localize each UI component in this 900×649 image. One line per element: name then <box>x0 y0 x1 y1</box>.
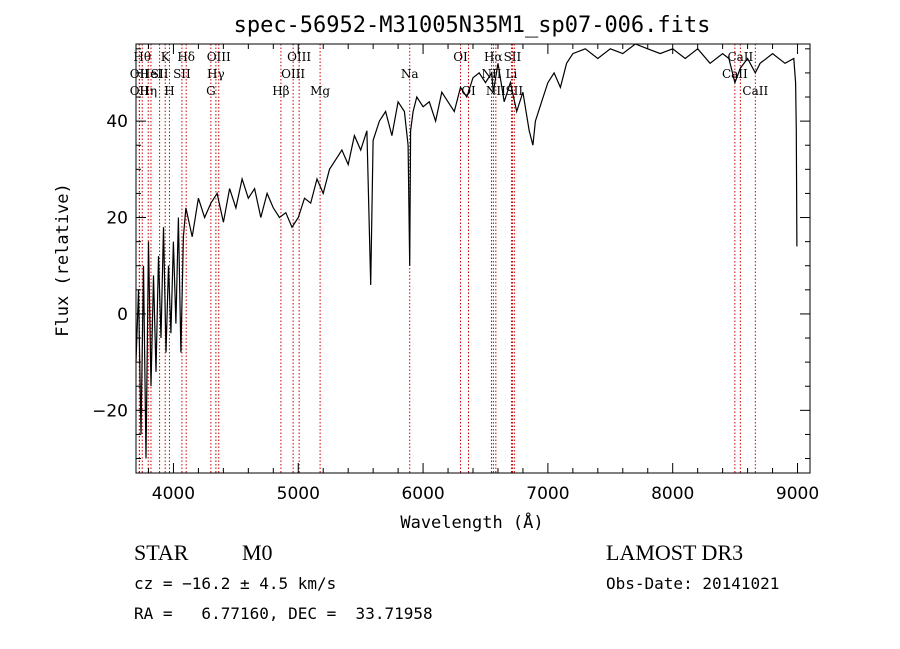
redshift-velocity: cz = −16.2 ± 4.5 km/s <box>134 574 337 593</box>
line-marker-label: K <box>161 50 171 64</box>
line-marker-label: CaII <box>722 67 748 81</box>
y-tick-label: 20 <box>106 209 128 229</box>
x-tick-label: 8000 <box>651 484 694 504</box>
plot-frame <box>135 43 811 474</box>
line-marker-label: Mg <box>310 84 330 98</box>
y-axis-ticks: −20 0 20 40 <box>92 48 810 460</box>
line-marker-label: SII <box>505 84 523 98</box>
line-marker-label: Hθ <box>133 50 151 64</box>
coordinates: RA = 6.77160, DEC = 33.71958 <box>134 604 433 623</box>
spectrum-chart: spec-56952-M31005N35M1_sp07-006.fits Hθ O… <box>53 13 819 533</box>
line-marker-label: OII <box>130 67 150 81</box>
y-axis-label: Flux (relative) <box>53 183 73 337</box>
x-axis-ticks: 4000 5000 6000 7000 8000 9000 <box>147 44 819 504</box>
x-tick-label: 9000 <box>776 484 819 504</box>
line-marker-label: OIII <box>207 50 231 64</box>
spectral-line-markers <box>138 44 756 473</box>
y-tick-label: 40 <box>106 112 128 132</box>
line-marker-label: OIII <box>281 67 305 81</box>
line-marker-label: CaII <box>742 84 768 98</box>
survey-name: LAMOST DR3 <box>606 540 744 565</box>
line-marker-label: OII <box>130 84 150 98</box>
line-marker-label: OI <box>453 50 468 64</box>
observation-date: Obs-Date: 20141021 <box>606 574 780 593</box>
line-marker-label: Hβ <box>272 84 289 98</box>
line-marker-label: H <box>164 84 174 98</box>
x-tick-label: 6000 <box>401 484 444 504</box>
line-marker-label: G <box>206 84 216 98</box>
line-marker-label: SII <box>151 67 169 81</box>
x-tick-label: 4000 <box>152 484 195 504</box>
spectral-line-labels: HθOIIOIIHηHeIKHSIIHδSIIGHγOIIIHβOIIIOIII… <box>130 50 769 98</box>
line-marker-label: HeI <box>140 67 163 81</box>
line-marker-label: Hγ <box>207 67 225 81</box>
spectrum-line <box>135 43 798 459</box>
line-marker-label: Hα <box>484 50 503 64</box>
x-axis-label: Wavelength (Å) <box>400 511 543 533</box>
line-marker-label: Hη <box>139 84 157 98</box>
line-marker-label: OIII <box>287 50 311 64</box>
line-marker-label: SII <box>173 67 191 81</box>
line-marker-label: Na <box>401 67 419 81</box>
y-tick-label: 0 <box>117 305 128 325</box>
line-marker-label: NII <box>486 84 506 98</box>
object-class: STAR <box>134 540 189 565</box>
chart-title: spec-56952-M31005N35M1_sp07-006.fits <box>234 13 711 38</box>
line-marker-label: Hδ <box>177 50 195 64</box>
line-marker-label: SII <box>504 50 522 64</box>
line-marker-label: Li <box>506 67 518 81</box>
x-tick-label: 5000 <box>277 484 320 504</box>
object-subclass: M0 <box>242 540 273 565</box>
y-tick-label: −20 <box>92 401 128 421</box>
line-marker-label: CaII <box>727 50 753 64</box>
x-tick-label: 7000 <box>526 484 569 504</box>
